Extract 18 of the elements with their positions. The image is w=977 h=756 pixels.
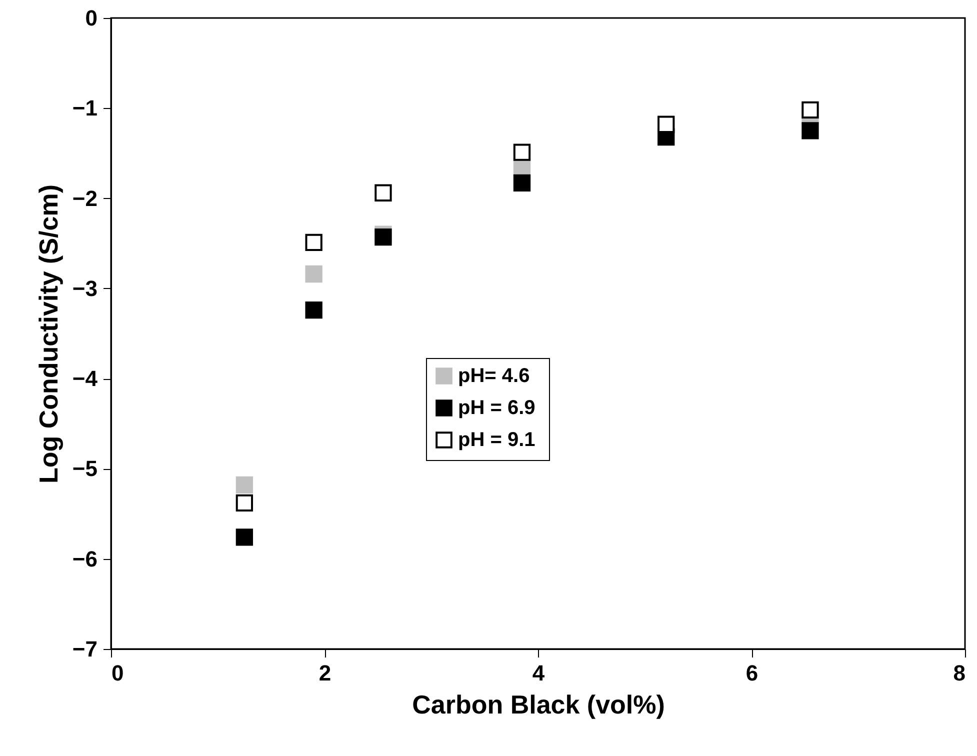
- x-axis-title: Carbon Black (vol%): [412, 690, 665, 720]
- y-tick-label: −4: [72, 366, 98, 392]
- y-tick-label: −2: [72, 186, 98, 211]
- y-tick-label: −6: [72, 546, 98, 572]
- legend-label: pH = 9.1: [458, 429, 536, 451]
- x-tick-label: 2: [318, 660, 332, 686]
- x-tick-label: 8: [953, 660, 966, 686]
- y-tick-label: −3: [72, 276, 98, 301]
- x-tick-label: 4: [532, 660, 546, 686]
- y-tick-label: −5: [72, 456, 98, 482]
- y-tick-label: 0: [85, 6, 98, 30]
- y-tick-label: −1: [72, 96, 98, 121]
- y-axis-title: Log Conductivity (S/cm): [33, 184, 64, 484]
- legend-label: pH = 6.9: [458, 397, 536, 419]
- y-tick-label: −7: [72, 636, 98, 662]
- legend-label: pH= 4.6: [458, 365, 530, 387]
- x-tick-label: 6: [746, 660, 758, 686]
- x-tick-label: 0: [112, 660, 124, 686]
